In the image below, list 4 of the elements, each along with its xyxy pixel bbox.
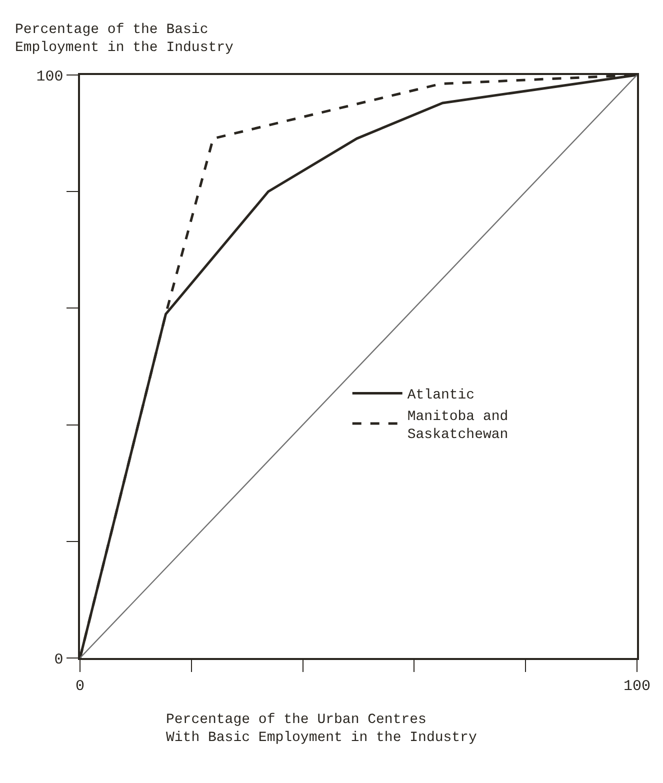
- legend-label: Atlantic: [407, 388, 475, 404]
- x-axis-title: Percentage of the Urban Centres With Basic Employment in the Industry: [166, 712, 477, 746]
- y-axis-title: Percentage of the Basic Employment in the Industry: [15, 22, 234, 56]
- legend-label: Manitoba and Saskatchewan: [407, 408, 508, 444]
